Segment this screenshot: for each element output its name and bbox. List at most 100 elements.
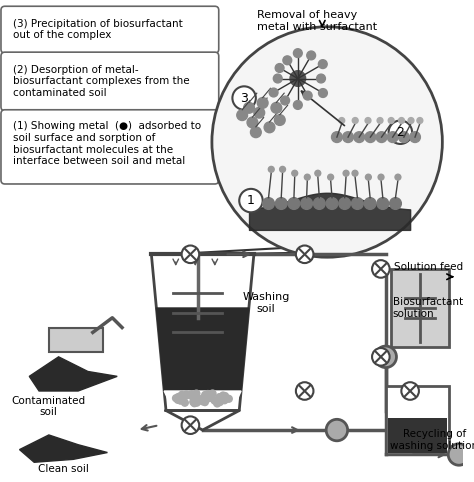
Circle shape xyxy=(339,118,345,123)
Circle shape xyxy=(408,118,414,123)
Circle shape xyxy=(326,198,338,209)
Circle shape xyxy=(201,394,208,401)
Circle shape xyxy=(307,51,316,60)
Circle shape xyxy=(219,396,227,402)
Circle shape xyxy=(448,444,470,465)
Circle shape xyxy=(182,416,199,434)
Circle shape xyxy=(390,198,401,209)
Circle shape xyxy=(280,166,285,172)
Text: Biosurfactant
solution: Biosurfactant solution xyxy=(393,297,463,319)
Circle shape xyxy=(301,198,312,209)
Circle shape xyxy=(365,174,371,180)
Circle shape xyxy=(319,89,328,97)
Circle shape xyxy=(264,122,275,133)
Circle shape xyxy=(365,132,376,143)
Circle shape xyxy=(177,397,183,404)
Circle shape xyxy=(183,392,190,399)
Circle shape xyxy=(247,117,258,128)
Circle shape xyxy=(352,170,358,176)
Polygon shape xyxy=(29,357,117,391)
Circle shape xyxy=(216,394,223,401)
Circle shape xyxy=(296,245,313,263)
Polygon shape xyxy=(156,308,249,391)
Circle shape xyxy=(257,97,268,108)
Circle shape xyxy=(315,170,321,176)
Circle shape xyxy=(275,64,284,72)
Circle shape xyxy=(206,392,213,399)
Circle shape xyxy=(250,127,261,137)
Circle shape xyxy=(377,198,389,209)
Circle shape xyxy=(192,393,199,400)
Circle shape xyxy=(239,189,263,212)
Circle shape xyxy=(190,399,197,405)
Circle shape xyxy=(410,132,420,143)
Circle shape xyxy=(387,132,398,143)
Polygon shape xyxy=(166,411,239,430)
Circle shape xyxy=(179,391,185,398)
Circle shape xyxy=(372,348,390,366)
Circle shape xyxy=(214,400,220,407)
Circle shape xyxy=(304,174,310,180)
Circle shape xyxy=(274,115,285,125)
Circle shape xyxy=(193,390,200,397)
Circle shape xyxy=(183,391,190,398)
Circle shape xyxy=(232,86,256,110)
Circle shape xyxy=(343,170,349,176)
Circle shape xyxy=(182,399,188,406)
Circle shape xyxy=(212,27,442,257)
Text: Recycling of
washing solution: Recycling of washing solution xyxy=(391,429,474,451)
Circle shape xyxy=(328,174,334,180)
Circle shape xyxy=(388,118,394,123)
Circle shape xyxy=(207,394,214,401)
Circle shape xyxy=(209,390,216,397)
Circle shape xyxy=(206,395,212,402)
Circle shape xyxy=(196,396,203,402)
Circle shape xyxy=(269,88,278,97)
Circle shape xyxy=(204,390,211,398)
Circle shape xyxy=(343,132,354,143)
Circle shape xyxy=(319,60,327,68)
Circle shape xyxy=(237,110,247,120)
Circle shape xyxy=(199,398,206,405)
Circle shape xyxy=(303,91,312,100)
Circle shape xyxy=(189,393,196,400)
Circle shape xyxy=(201,399,209,405)
Text: (1) Showing metal  (●)  adsorbed to
soil surface and sorption of
biosurfactant m: (1) Showing metal (●) adsorbed to soil s… xyxy=(13,121,201,166)
Circle shape xyxy=(173,395,179,402)
Circle shape xyxy=(376,132,387,143)
Circle shape xyxy=(191,392,198,399)
Text: Solution feed: Solution feed xyxy=(394,262,463,272)
Circle shape xyxy=(216,395,222,402)
Circle shape xyxy=(290,71,306,86)
Circle shape xyxy=(174,396,181,403)
Circle shape xyxy=(226,395,232,402)
Circle shape xyxy=(326,419,347,441)
Circle shape xyxy=(193,399,201,406)
Circle shape xyxy=(352,198,363,209)
Circle shape xyxy=(331,132,342,143)
Bar xyxy=(388,418,447,453)
Circle shape xyxy=(271,103,282,113)
Circle shape xyxy=(275,198,287,209)
Circle shape xyxy=(219,392,227,399)
Circle shape xyxy=(175,393,182,401)
Text: Clean soil: Clean soil xyxy=(38,464,89,474)
Circle shape xyxy=(401,382,419,400)
Text: 1: 1 xyxy=(247,194,255,207)
Circle shape xyxy=(378,174,384,180)
Circle shape xyxy=(273,74,282,83)
Circle shape xyxy=(352,118,358,123)
Circle shape xyxy=(177,397,184,404)
Circle shape xyxy=(417,118,423,123)
Circle shape xyxy=(354,132,365,143)
Text: Washing
soil: Washing soil xyxy=(242,292,290,314)
Circle shape xyxy=(377,118,383,123)
Circle shape xyxy=(182,245,199,263)
Circle shape xyxy=(174,396,182,402)
Circle shape xyxy=(281,96,290,105)
Circle shape xyxy=(222,393,228,400)
Text: 3: 3 xyxy=(240,92,248,105)
Circle shape xyxy=(293,49,302,57)
Polygon shape xyxy=(19,435,108,462)
Circle shape xyxy=(365,118,371,123)
